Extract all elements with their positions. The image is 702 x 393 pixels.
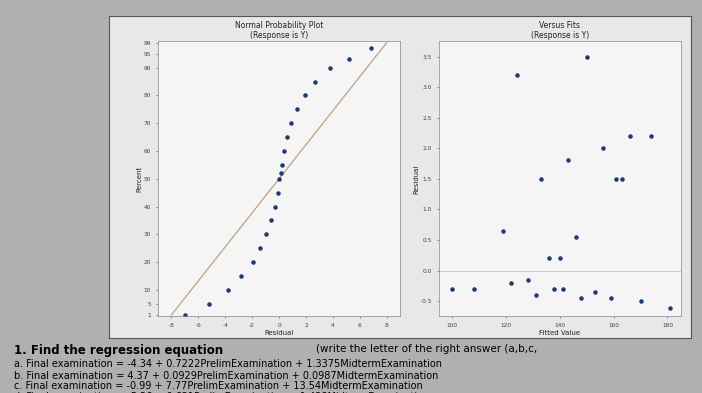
Point (616, 176, 628, 182)
Point (248, 259, 259, 265)
Point (498, 228, 509, 234)
Point (557, 286, 568, 292)
X-axis label: Residual: Residual (265, 330, 293, 336)
Point (179, 312, 190, 318)
Point (562, 157, 574, 163)
Text: (write the letter of the right answer (a,b,c,: (write the letter of the right answer (a… (316, 344, 537, 354)
Point (274, 176, 285, 182)
Y-axis label: Residual: Residual (413, 164, 419, 193)
Point (554, 255, 565, 261)
Point (468, 286, 479, 292)
Point (204, 301, 215, 307)
Point (265, 217, 277, 224)
Point (624, 133, 635, 139)
Point (549, 286, 560, 292)
Point (343, 56, 355, 62)
Point (277, 162, 288, 168)
Point (291, 106, 302, 112)
Point (286, 120, 297, 127)
Point (576, 295, 587, 301)
Text: d. Final examination = -5.36 + 0.631PrelimExamination + 1.438MidtermExamination: d. Final examination = -5.36 + 0.631Prel… (14, 392, 430, 393)
Point (635, 298, 646, 304)
Text: b. Final examination = 4.37 + 0.0929PrelimExamination + 0.0987MidtermExamination: b. Final examination = 4.37 + 0.0929Prel… (14, 371, 439, 380)
Y-axis label: Percent: Percent (136, 166, 142, 192)
Point (279, 148, 290, 154)
Text: a. Final examination = -4.34 + 0.7222PrelimExamination + 1.3375MidtermExaminatio: a. Final examination = -4.34 + 0.7222Pre… (14, 359, 442, 369)
Point (605, 295, 616, 301)
Point (255, 245, 266, 252)
Point (282, 134, 293, 140)
Point (543, 255, 555, 261)
Point (505, 279, 517, 286)
Point (646, 133, 657, 139)
Point (446, 286, 458, 292)
X-axis label: Fitted Value: Fitted Value (539, 330, 581, 336)
Point (365, 45, 376, 51)
Point (275, 170, 286, 176)
Point (522, 277, 534, 283)
Point (665, 305, 676, 312)
Point (223, 287, 234, 293)
Point (581, 53, 592, 60)
Point (272, 189, 284, 196)
Point (570, 234, 581, 240)
Point (299, 92, 310, 99)
Point (511, 72, 522, 78)
Point (270, 204, 281, 210)
Point (589, 289, 600, 295)
Point (310, 79, 321, 85)
Point (260, 231, 271, 237)
Title: Versus Fits
(Response is Y): Versus Fits (Response is Y) (531, 21, 589, 40)
Point (536, 176, 547, 182)
Point (324, 64, 336, 71)
Title: Normal Probability Plot
(Response is Y): Normal Probability Plot (Response is Y) (235, 21, 323, 40)
Point (236, 273, 247, 279)
Point (611, 176, 622, 182)
Point (597, 145, 609, 151)
Point (530, 292, 541, 298)
Text: 1. Find the regression equation: 1. Find the regression equation (14, 344, 223, 357)
Text: c. Final examination = -0.99 + 7.77PrelimExamination + 13.54MidtermExamination: c. Final examination = -0.99 + 7.77Preli… (14, 381, 423, 391)
